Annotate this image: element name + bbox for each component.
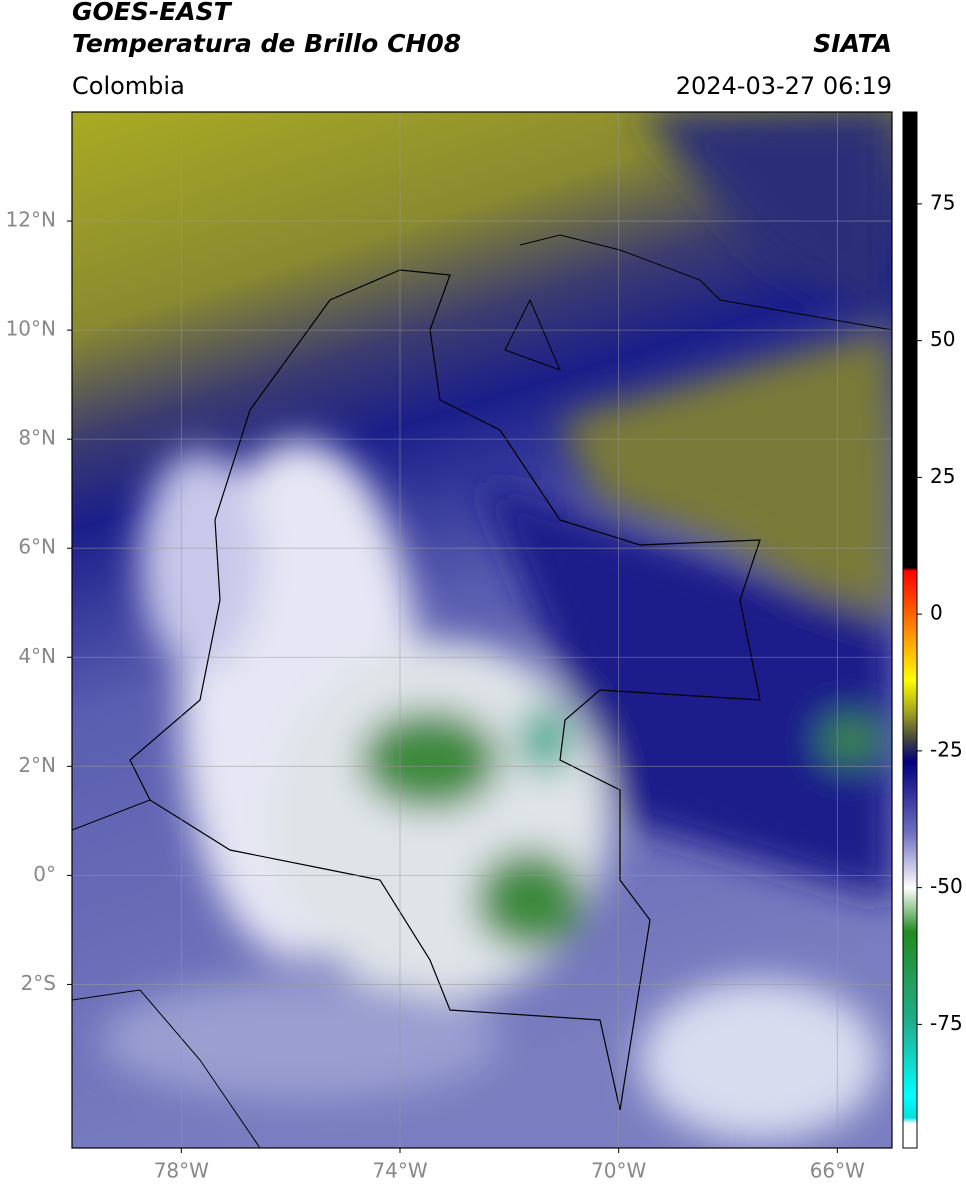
- title: GOES-EAST: [72, 0, 233, 26]
- lon-tick-label: 78°W: [154, 1159, 209, 1183]
- lon-tick-label: 74°W: [372, 1159, 427, 1183]
- colorbar-tick-label: 25: [930, 464, 955, 488]
- colorbar-segment: [903, 567, 917, 571]
- colorbar-segment: [903, 931, 917, 1025]
- datetime: 2024-03-27 06:19: [676, 72, 892, 100]
- lat-tick-label: 6°N: [18, 535, 56, 559]
- colorbar-segment: [903, 832, 917, 889]
- lat-tick-label: 2°N: [18, 753, 56, 777]
- lat-tick-label: 0°: [33, 862, 56, 886]
- source: SIATA: [813, 29, 892, 58]
- colorbar-segment: [903, 887, 917, 932]
- colorbar-tick-label: -50: [930, 874, 963, 898]
- map-frame: [71, 111, 893, 1149]
- colorbar: [903, 112, 917, 1149]
- colorbar-tick-label: 75: [930, 190, 955, 214]
- colorbar-tick-label: -25: [930, 737, 963, 761]
- lat-tick-label: 10°N: [6, 317, 56, 341]
- colorbar-segment: [903, 1122, 917, 1149]
- colorbar-tick-label: 50: [930, 327, 955, 351]
- lat-tick-label: 8°N: [18, 426, 56, 450]
- lat-tick-label: 4°N: [18, 644, 56, 668]
- colorbar-segment: [903, 1024, 917, 1096]
- colorbar-segment: [903, 679, 917, 714]
- colorbar-segment: [903, 112, 917, 569]
- colorbar-segment: [903, 630, 917, 681]
- colorbar-segment: [903, 761, 917, 834]
- subtitle: Temperatura de Brillo CH08: [72, 29, 461, 58]
- colorbar-tick-label: 0: [930, 601, 943, 625]
- colorbar-segment: [903, 739, 917, 763]
- lat-tick-label: 12°N: [6, 208, 56, 232]
- lon-tick-label: 70°W: [591, 1159, 646, 1183]
- satellite-image: [72, 112, 892, 1148]
- colorbar-segment: [903, 1095, 917, 1118]
- lat-tick-label: 2°S: [21, 971, 56, 995]
- colorbar-segment: [903, 1117, 917, 1124]
- colorbar-segment: [903, 712, 917, 741]
- colorbar-frame: [902, 111, 918, 1149]
- colorbar-tick-label: -75: [930, 1011, 963, 1035]
- graticule: [72, 112, 892, 1148]
- lon-tick-label: 66°W: [810, 1159, 865, 1183]
- region: Colombia: [72, 72, 185, 100]
- colorbar-segment: [903, 570, 917, 632]
